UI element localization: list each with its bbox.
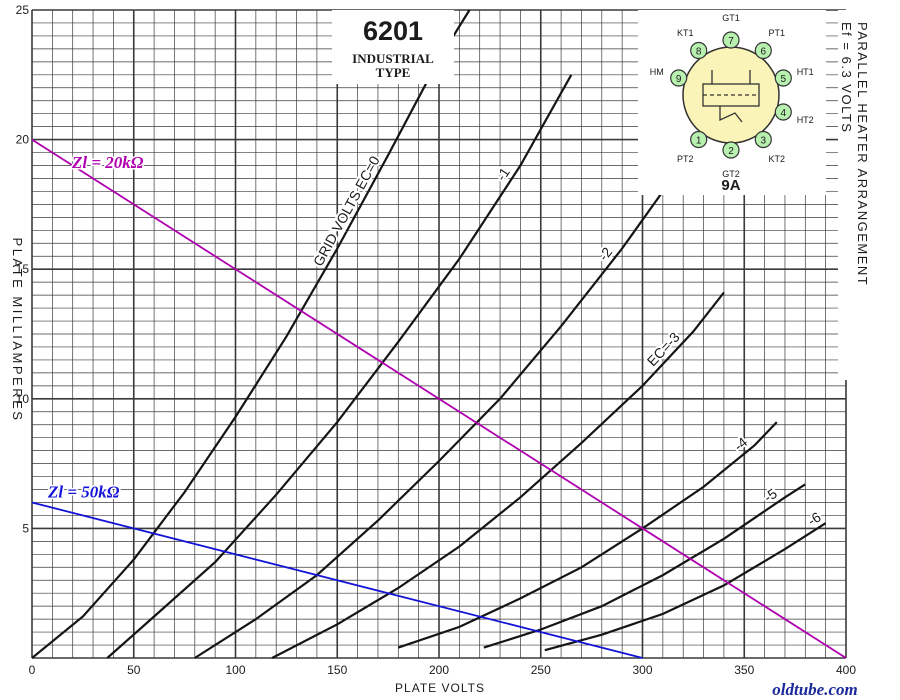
load-line-label: Zl = 50kΩ <box>47 482 120 501</box>
base-pin <box>754 130 772 149</box>
tube-number: 6201 <box>363 16 423 46</box>
load-lines <box>31 138 847 659</box>
x-tick-label: 200 <box>429 663 449 677</box>
y-tick-label: 25 <box>16 3 30 17</box>
plate-curve <box>31 9 471 659</box>
plate-curve <box>194 190 664 659</box>
base-pin-name: KT1 <box>677 28 694 38</box>
base-pin-name: PT1 <box>769 28 786 38</box>
base-pin <box>690 41 708 60</box>
title-subtitle-2: TYPE <box>376 65 411 80</box>
base-pin-name: GT1 <box>722 13 740 23</box>
base-label: 9A <box>721 177 740 194</box>
heater-note: Ef = 6.3 VOLTS PARALLEL HEATER ARRANGEME… <box>838 10 880 380</box>
base-pin-name: HM <box>650 67 664 77</box>
base-pin <box>722 141 740 159</box>
base-pin-name: KT2 <box>769 154 786 164</box>
y-tick-label: 20 <box>16 133 30 147</box>
plate-curves <box>31 9 827 659</box>
base-pin <box>670 69 688 87</box>
plate-curve <box>271 291 725 659</box>
base-pin-name: GT2 <box>722 169 740 179</box>
base-pin-number: 4 <box>781 108 787 119</box>
base-pin-number: 5 <box>781 74 787 85</box>
x-tick-label: 400 <box>836 663 856 677</box>
base-pin-number: 8 <box>696 47 702 58</box>
plate-curve <box>106 74 573 659</box>
load-line-label: Zl = 20kΩ <box>71 153 144 172</box>
curve-label: GRID VOLTS EC=0 <box>310 153 383 269</box>
base-pin-name: HT2 <box>797 115 814 125</box>
title-box: 6201 INDUSTRIAL TYPE <box>332 10 454 84</box>
x-axis-title: PLATE VOLTS <box>395 681 485 695</box>
watermark: oldtube.com <box>772 680 857 699</box>
base-pin-number: 9 <box>676 74 682 85</box>
x-tick-label: 250 <box>531 663 551 677</box>
x-tick-label: 350 <box>734 663 754 677</box>
base-pin <box>774 69 792 87</box>
base-pin-number: 7 <box>728 36 734 47</box>
x-tick-label: 50 <box>127 663 141 677</box>
x-tick-label: 100 <box>225 663 245 677</box>
load-line <box>31 501 643 659</box>
y-tick-label: 5 <box>22 521 29 535</box>
plate-curve <box>544 522 827 652</box>
plate-curve <box>483 483 806 649</box>
base-pin-name: HT1 <box>797 67 814 77</box>
base-pin-number: 2 <box>728 146 734 157</box>
curve-labels: GRID VOLTS EC=0 -1-2EC=-3-4-5-6 <box>308 151 826 531</box>
heater-voltage-note: Ef = 6.3 VOLTS <box>839 22 854 133</box>
x-tick-label: 300 <box>632 663 652 677</box>
x-tick-label: 0 <box>29 663 36 677</box>
y-tick-label: 15 <box>16 262 30 276</box>
load-line <box>31 138 847 659</box>
x-tick-label: 150 <box>327 663 347 677</box>
base-pin-number: 1 <box>696 136 702 147</box>
base-pin-number: 6 <box>761 47 767 58</box>
title-subtitle-1: INDUSTRIAL <box>352 51 434 66</box>
tube-internals <box>702 70 760 123</box>
load-line-labels: Zl = 20kΩ Zl = 50kΩ <box>46 152 146 503</box>
base-pin <box>722 31 740 49</box>
y-tick-label: 10 <box>16 392 30 406</box>
base-pin-name: PT2 <box>677 154 694 164</box>
base-pin-number: 3 <box>761 136 767 147</box>
base-pin <box>754 41 772 60</box>
base-pin <box>774 103 792 121</box>
base-pin <box>690 130 708 149</box>
y-axis-title: PLATE MILLIAMPERES <box>10 238 25 423</box>
plate-curve <box>397 421 778 649</box>
heater-arrangement-note: PARALLEL HEATER ARRANGEMENT <box>855 22 870 286</box>
